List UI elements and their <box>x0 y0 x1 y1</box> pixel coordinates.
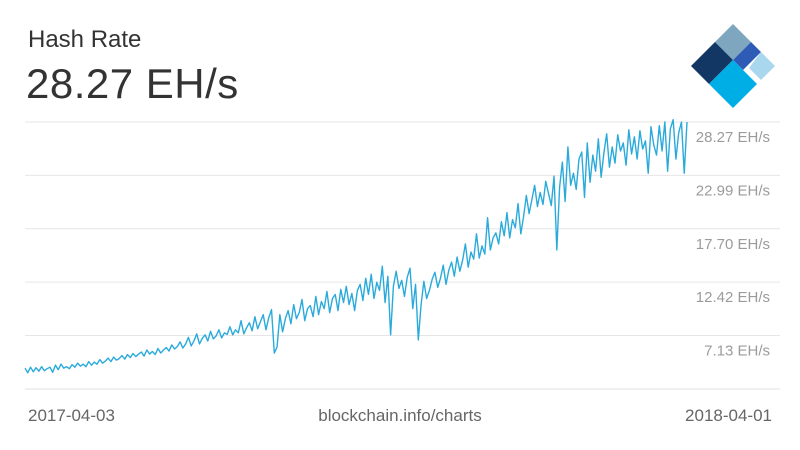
logo-bottom-segment <box>709 60 757 108</box>
data-source-link[interactable]: blockchain.info/charts <box>318 406 482 425</box>
chart-grid <box>25 121 780 390</box>
x-axis-end-date: 2018-04-01 <box>685 406 772 425</box>
x-axis-start-date: 2017-04-03 <box>28 406 115 425</box>
logo-far-right-segment <box>749 52 775 80</box>
logo-right-segment <box>733 42 761 70</box>
logo-left-segment <box>691 42 733 84</box>
y-tick-label: 28.27 EH/s <box>696 129 770 146</box>
hash-rate-series-line <box>24 118 688 374</box>
y-tick-label: 17.70 EH/s <box>696 236 770 253</box>
chart-title: Hash Rate <box>28 26 142 53</box>
current-hash-rate-value: 28.27 EH/s <box>26 60 239 107</box>
y-tick-label: 12.42 EH/s <box>696 289 770 306</box>
y-tick-label: 22.99 EH/s <box>696 182 770 199</box>
y-tick-label: 7.13 EH/s <box>704 343 770 360</box>
blockchain-logo-icon <box>691 24 775 108</box>
y-axis-ticks: 7.13 EH/s 12.42 EH/s 17.70 EH/s 22.99 EH/s 2… <box>696 129 770 360</box>
chart-series <box>24 118 688 374</box>
